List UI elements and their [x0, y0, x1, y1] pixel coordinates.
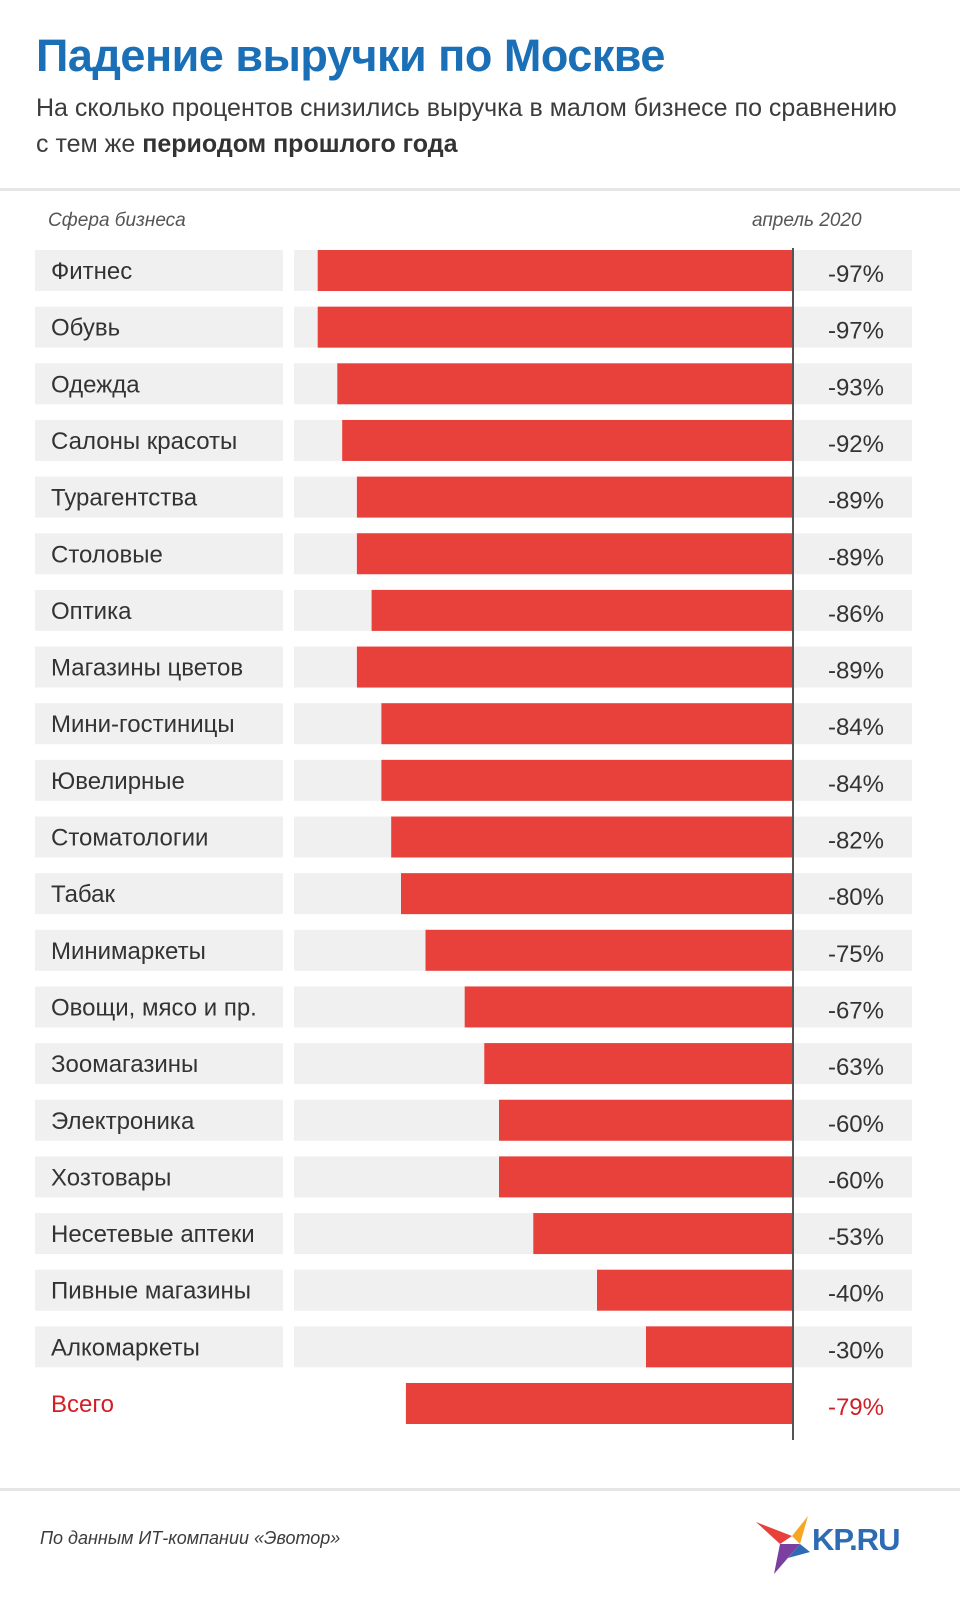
category-label: Табак: [51, 881, 115, 908]
kp-logo: KP.RU: [752, 1508, 937, 1578]
category-column-header: Сфера бизнеса: [48, 210, 186, 231]
chart-subtitle: На сколько процентов снизились выручка в…: [36, 90, 916, 162]
value-label: -97%: [828, 318, 884, 345]
value-label: -93%: [828, 374, 884, 401]
bar: [646, 1326, 793, 1368]
value-label: -79%: [828, 1394, 884, 1421]
bar: [533, 1213, 793, 1255]
category-label-bg: [35, 533, 283, 575]
category-label-bg: [35, 306, 283, 348]
value-label: -92%: [828, 431, 884, 458]
bar: [342, 419, 793, 461]
source-note: По данным ИТ-компании «Эвотор»: [40, 1528, 341, 1548]
subtitle-regular: На сколько процентов снизились выручка в…: [36, 94, 897, 158]
category-label: Пивные магазины: [51, 1278, 251, 1305]
category-label-bg: [35, 986, 283, 1028]
value-label: -40%: [828, 1281, 884, 1308]
bar: [317, 250, 793, 291]
value-label: -53%: [828, 1224, 884, 1251]
bird-icon: [756, 1516, 810, 1574]
top-divider: [0, 188, 960, 191]
category-label: Оптика: [51, 598, 132, 625]
category-label: Ювелирные: [51, 768, 185, 795]
value-label: -60%: [828, 1167, 884, 1194]
subtitle-bold: периодом прошлого года: [142, 130, 458, 158]
category-label-bg: [35, 419, 283, 461]
category-label: Столовые: [51, 541, 163, 568]
category-label: Зоомагазины: [51, 1051, 198, 1078]
value-label: -97%: [828, 261, 884, 288]
value-label: -89%: [828, 488, 884, 515]
value-label: -82%: [828, 828, 884, 855]
category-label-bg: [35, 759, 283, 801]
category-label-bg: [35, 1213, 283, 1255]
bar: [401, 873, 793, 915]
bar: [425, 929, 793, 971]
category-label: Овощи, мясо и пр.: [51, 994, 257, 1021]
category-label-bg: [35, 1043, 283, 1085]
category-label: Всего: [51, 1391, 114, 1418]
bar: [381, 703, 793, 745]
category-label: Одежда: [51, 371, 140, 398]
category-label-bg: [35, 363, 283, 405]
value-label: -84%: [828, 714, 884, 741]
period-column-header: апрель 2020: [752, 210, 862, 231]
value-label: -63%: [828, 1054, 884, 1081]
bottom-divider: [0, 1488, 960, 1491]
category-label-bg: [35, 250, 283, 291]
bar: [464, 986, 793, 1028]
category-label-bg: [35, 589, 283, 631]
bar: [391, 816, 793, 858]
category-label: Минимаркеты: [51, 938, 206, 965]
bar: [484, 1043, 793, 1085]
bar: [356, 533, 793, 575]
value-label: -80%: [828, 884, 884, 911]
bar: [356, 476, 793, 518]
logo-text: KP.RU: [812, 1522, 900, 1557]
chart-title: Падение выручки по Москве: [36, 30, 665, 81]
bar: [597, 1269, 793, 1311]
category-label-bg: [35, 929, 283, 971]
category-label: Электроника: [51, 1108, 195, 1135]
category-label: Алкомаркеты: [51, 1334, 200, 1361]
category-label-bg: [35, 816, 283, 858]
value-label: -89%: [828, 658, 884, 685]
category-label-bg: [35, 1326, 283, 1368]
category-label: Хозтовары: [51, 1164, 171, 1191]
category-label-bg: [35, 703, 283, 745]
value-label: -86%: [828, 601, 884, 628]
category-label: Магазины цветов: [51, 655, 243, 682]
category-label-bg: [35, 873, 283, 915]
value-label: -89%: [828, 544, 884, 571]
category-label: Фитнес: [51, 258, 132, 285]
bar: [381, 759, 793, 801]
bar: [317, 306, 793, 348]
category-label: Стоматологии: [51, 825, 208, 852]
category-label: Несетевые аптеки: [51, 1221, 255, 1248]
bar: [499, 1156, 793, 1198]
row-background: [294, 1326, 912, 1368]
bar: [356, 646, 793, 688]
value-label: -84%: [828, 771, 884, 798]
category-label-bg: [35, 1156, 283, 1198]
value-label: -60%: [828, 1111, 884, 1138]
category-label-bg: [35, 1269, 283, 1311]
bar: [405, 1383, 793, 1424]
bar: [337, 363, 793, 405]
category-label: Турагентства: [51, 485, 198, 512]
value-label: -75%: [828, 941, 884, 968]
bar: [371, 589, 793, 631]
bar: [499, 1099, 793, 1141]
category-label: Салоны красоты: [51, 428, 237, 455]
value-label: -30%: [828, 1337, 884, 1364]
category-label-bg: [35, 476, 283, 518]
category-label-bg: [35, 1099, 283, 1141]
category-label: Обувь: [51, 315, 120, 342]
value-label: -67%: [828, 997, 884, 1024]
category-label: Мини-гостиницы: [51, 711, 235, 738]
category-label-bg: [35, 646, 283, 688]
